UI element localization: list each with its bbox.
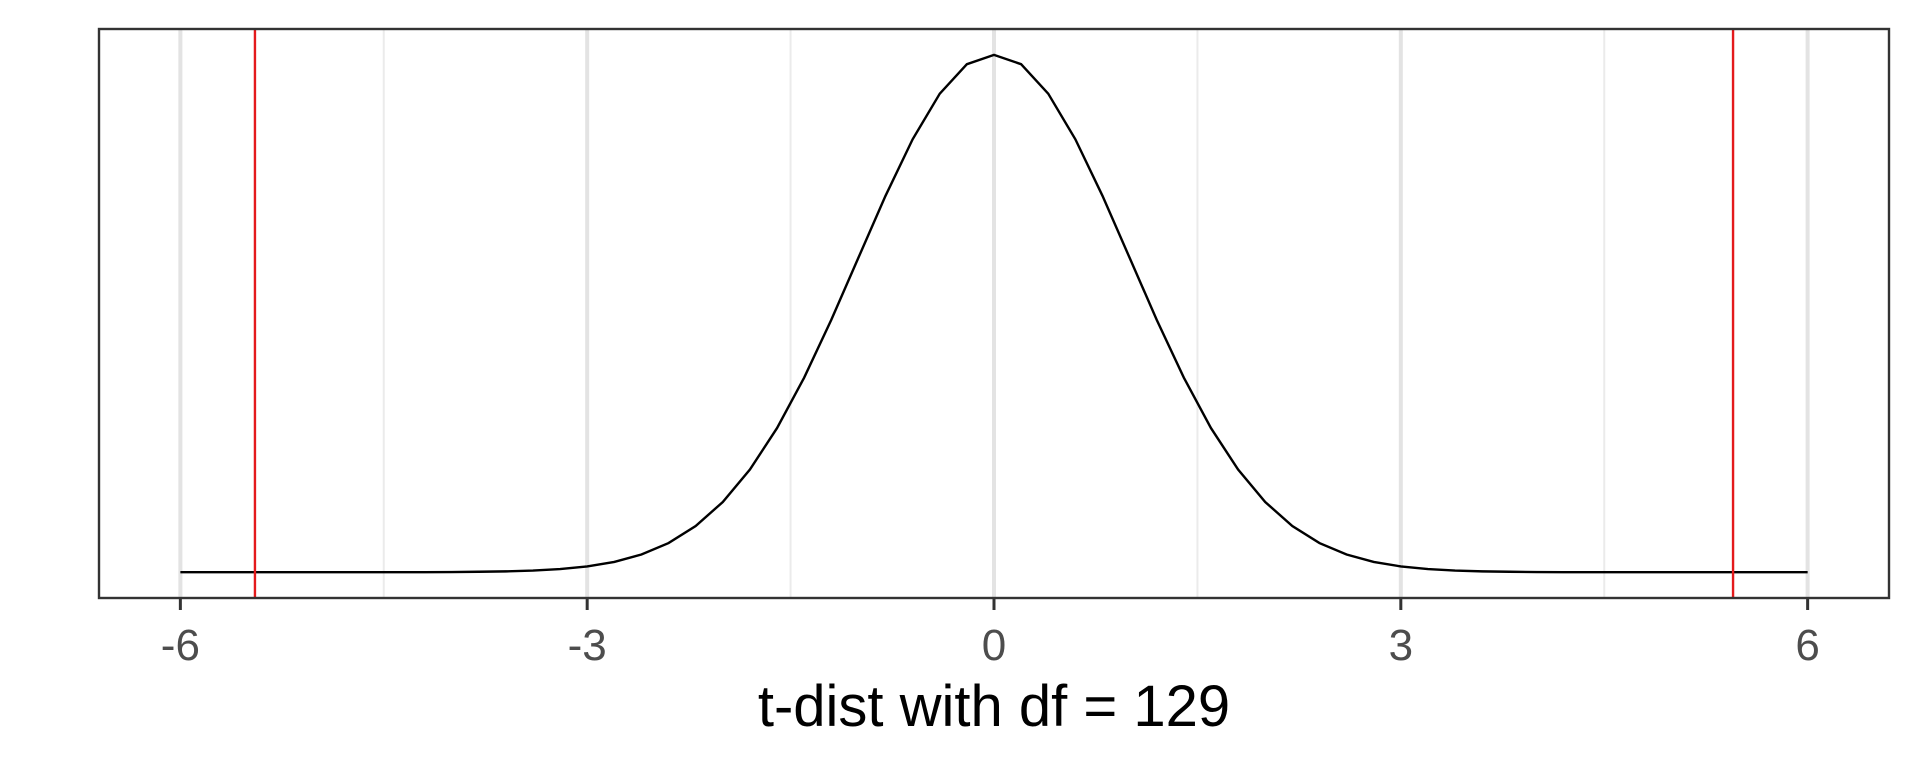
x-tick-label: 0: [982, 621, 1006, 670]
x-axis-label: t-dist with df = 129: [758, 674, 1230, 739]
x-tick-label: 3: [1389, 621, 1413, 670]
x-tick-label: -3: [568, 621, 607, 670]
plot-underlay: [178, 29, 1810, 598]
panel-border: [97, 27, 1891, 600]
x-tick-label: 6: [1795, 621, 1819, 670]
plot-overlay: -6 -3 0 3 6: [97, 27, 1891, 670]
density-curve: [180, 53, 1808, 574]
x-tick-label: -6: [161, 621, 200, 670]
